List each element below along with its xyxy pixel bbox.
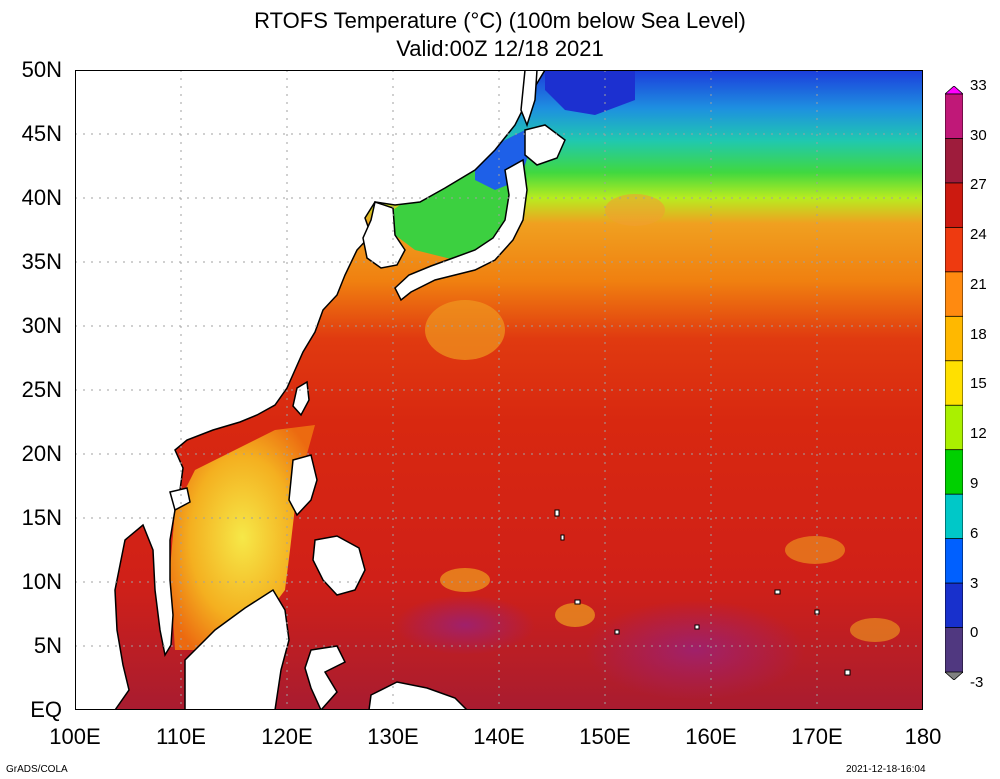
land-luzon [288,454,318,517]
x-tick-label: 130E [367,724,419,749]
x-tick-label: 150E [579,724,631,749]
land-borneo [184,588,290,710]
land-sulawesi [304,645,347,710]
y-tick-label: EQ [30,697,62,722]
colorbar-segment [945,538,963,584]
colorbar-segment [945,182,963,229]
colorbar-bottom-tip [945,671,963,680]
x-tick-label: 100E [49,724,101,749]
x-tick-label: 170E [791,724,843,749]
y-tick-label: 50N [21,57,62,82]
colorbar-segment [945,360,963,407]
y-tick-label: 20N [21,441,62,466]
okhotsk-cold [545,70,635,115]
x-tick-label: 160E [685,724,737,749]
map-subtitle: Valid:00Z 12/18 2021 [396,36,604,61]
y-tick-label: 10N [21,569,62,594]
y-tick-label: 30N [21,313,62,338]
colorbar-segment [945,627,963,673]
colorbar-label: -3 [970,674,984,691]
colorbar-segment [945,271,963,318]
colorbar-top-tip [945,86,963,95]
colorbar-segment [945,226,963,273]
colorbar-label: 24 [970,226,987,243]
colorbar-label: 21 [970,276,987,293]
land-asia [75,70,546,710]
land-korea [362,201,406,269]
colorbar-segment [945,582,963,629]
footer-credit: GrADS/COLA [6,764,68,775]
x-tick-label: 140E [473,724,525,749]
colorbar-segment [945,138,963,184]
warm-pool [585,600,805,700]
land-sakhalin [520,70,538,128]
land-japan [394,158,528,302]
colorbar [945,86,963,680]
warm-eddy [605,194,665,226]
colorbar-label: 30 [970,127,987,144]
y-tick-label: 5N [33,633,62,658]
colorbar-label: 18 [970,326,987,343]
colorbar-label: 33 [970,77,987,94]
x-tick-label: 180 [904,724,942,749]
land-hainan [169,487,191,512]
plot-frame [75,70,923,710]
colorbar-label: 6 [970,525,979,542]
x-tick-label: 120E [261,724,313,749]
colorbar-label: 27 [970,176,987,193]
y-tick-label: 40N [21,185,62,210]
colorbar-label: 9 [970,475,979,492]
south-china-sea [170,425,315,650]
x-tick-label: 110E [156,724,206,749]
colorbar-segment [945,493,963,540]
colorbar-label: 3 [970,575,979,592]
small-islands [554,509,851,676]
y-tick-label: 25N [21,377,62,402]
land-mindanao [312,535,366,596]
y-tick-label: 35N [21,249,62,274]
colorbar-segment [945,315,963,362]
warm-patch [850,618,900,642]
land-taiwan [292,380,310,417]
map-title: RTOFS Temperature (°C) (100m below Sea L… [254,8,746,33]
temperature-map [75,70,923,710]
y-tick-label: 45N [21,121,62,146]
graticule [75,70,923,710]
y-tick-label: 15N [21,505,62,530]
colorbar-label: 0 [970,624,979,641]
warm-patch [555,603,595,627]
colorbar-segment [945,404,963,451]
footer-timestamp: 2021-12-18-16:04 [846,764,926,775]
colorbar-segment [945,93,963,140]
warm-pool [395,595,535,655]
colorbar-label: 15 [970,375,987,392]
colorbar-segment [945,449,963,496]
land-hokkaido [524,124,566,166]
colorbar-label: 12 [970,425,987,442]
warm-patch [785,536,845,564]
warm-patch [440,568,490,592]
warm-eddy [425,300,505,360]
